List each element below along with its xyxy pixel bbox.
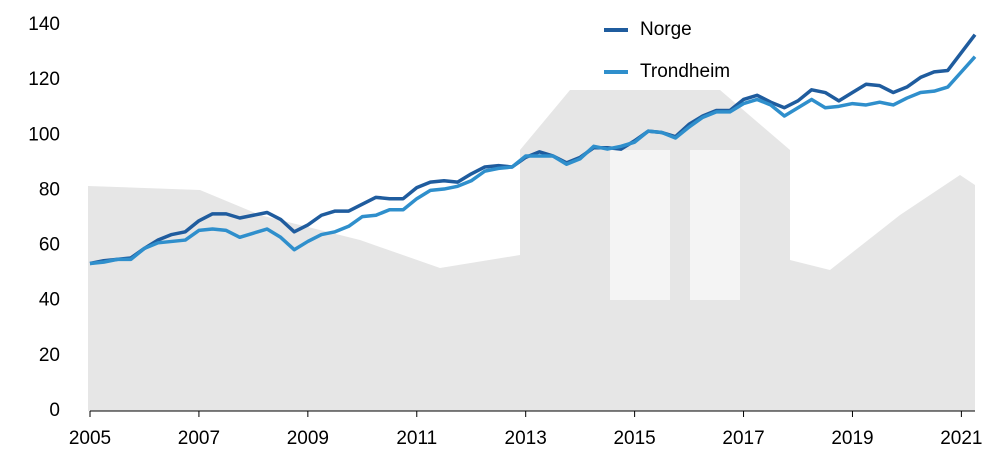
y-tick-label: 60 — [39, 235, 60, 256]
x-tick-label: 2015 — [613, 428, 655, 449]
y-tick-label: 120 — [28, 69, 60, 90]
legend-label: Trondheim — [640, 61, 730, 82]
x-tick-label: 2005 — [69, 428, 111, 449]
legend-label: Norge — [640, 19, 692, 40]
y-tick-label: 20 — [39, 345, 60, 366]
x-tick-label: 2019 — [831, 428, 873, 449]
y-tick-label: 40 — [39, 290, 60, 311]
y-tick-label: 100 — [28, 124, 60, 145]
x-tick-label: 2013 — [505, 428, 547, 449]
x-tick-label: 2017 — [722, 428, 764, 449]
x-tick-label: 2011 — [396, 428, 437, 449]
x-tick-label: 2009 — [287, 428, 329, 449]
y-tick-label: 140 — [28, 14, 60, 35]
series-line — [89, 55, 977, 266]
x-tick-label: 2021 — [940, 428, 982, 449]
background-illustration — [88, 90, 975, 411]
x-tick-label: 2007 — [178, 428, 220, 449]
y-tick-label: 80 — [39, 179, 60, 200]
y-tick-label: 0 — [49, 400, 60, 421]
